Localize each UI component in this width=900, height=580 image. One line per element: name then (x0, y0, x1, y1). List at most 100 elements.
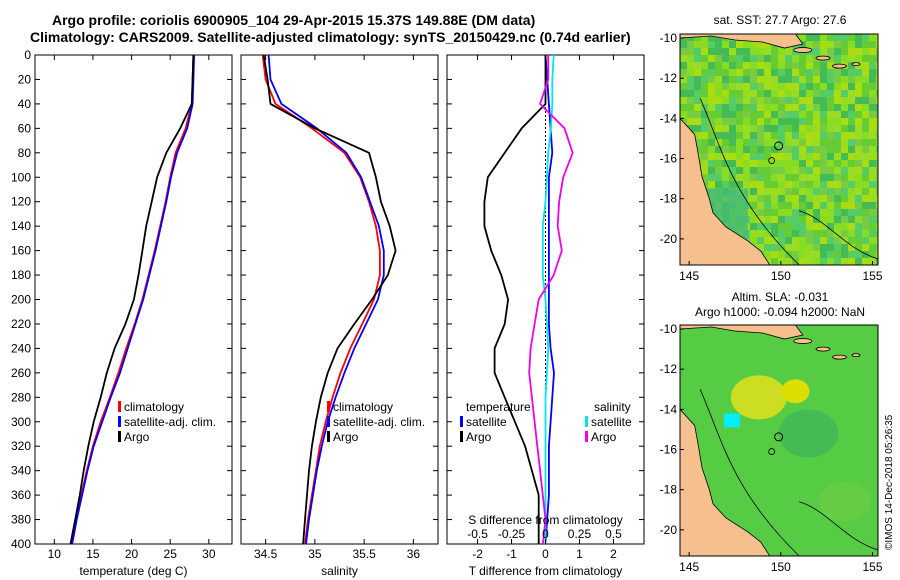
sst-cell (750, 62, 757, 69)
sst-cell (848, 209, 855, 216)
sst-cell (715, 174, 722, 181)
sst-cell (855, 258, 862, 265)
sst-cell (820, 244, 827, 251)
sst-map-content (680, 34, 878, 265)
sst-cell (841, 90, 848, 97)
sst-cell (799, 251, 806, 258)
sst-cell (680, 90, 687, 97)
sst-cell (715, 69, 722, 76)
sst-cell (785, 146, 792, 153)
sst-cell (708, 41, 715, 48)
sst-cell (841, 111, 848, 118)
sst-cell (813, 34, 820, 41)
sst-cell (834, 174, 841, 181)
sst-map-title: sat. SST: 27.7 Argo: 27.6 (714, 13, 847, 27)
salinity-diff-legend-title: salinity (594, 400, 631, 414)
sst-cell (806, 230, 813, 237)
sst-cell (771, 216, 778, 223)
sst-cell (848, 174, 855, 181)
sst-cell (736, 97, 743, 104)
sst-cell (869, 223, 876, 230)
sst-cell (729, 76, 736, 83)
sst-cell (862, 251, 869, 258)
sla-y-tick-label: -18 (660, 483, 678, 497)
sst-cell (876, 125, 878, 132)
sst-cell (806, 132, 813, 139)
sst-cell (855, 83, 862, 90)
sst-cell (778, 181, 785, 188)
sst-cell (715, 104, 722, 111)
sst-cell (876, 132, 878, 139)
sst-cell (757, 230, 764, 237)
sst-cell (729, 111, 736, 118)
salinity-diff-axis-label: S difference from climatology (468, 513, 623, 527)
sst-cell (750, 118, 757, 125)
sst-cell (799, 83, 806, 90)
sst-cell (757, 167, 764, 174)
sst-cell (736, 146, 743, 153)
sst-cell (757, 97, 764, 104)
sst-cell (785, 244, 792, 251)
sst-cell (708, 167, 715, 174)
sst-cell (841, 132, 848, 139)
sst-cell (771, 195, 778, 202)
sst-cell (729, 146, 736, 153)
sst-cell (820, 41, 827, 48)
sst-cell (736, 160, 743, 167)
sst-cell (827, 76, 834, 83)
sst-cell (799, 90, 806, 97)
salinity-x-tick-label: 36 (407, 547, 421, 561)
sst-cell (813, 195, 820, 202)
sst-cell (799, 230, 806, 237)
sst-cell (778, 244, 785, 251)
sst-cell (715, 146, 722, 153)
sst-cell (806, 153, 813, 160)
sst-cell (855, 209, 862, 216)
sst-cell (813, 230, 820, 237)
sst-cell (778, 216, 785, 223)
sst-cell (743, 97, 750, 104)
sst-cell (820, 125, 827, 132)
sst-cell (820, 258, 827, 265)
sst-cell (771, 160, 778, 167)
sst-cell (841, 104, 848, 111)
sst-cell (778, 223, 785, 230)
sst-cell (694, 62, 701, 69)
sst-cell (799, 97, 806, 104)
sst-cell (715, 111, 722, 118)
sst-cell (862, 69, 869, 76)
sla-map-title-line-1: Altim. SLA: -0.031 (732, 290, 829, 304)
sst-cell (736, 55, 743, 62)
sst-cell (876, 104, 878, 111)
sst-cell (750, 41, 757, 48)
sst-cell (792, 125, 799, 132)
sst-cell (855, 181, 862, 188)
temperature-legend-3-label: Argo (124, 430, 150, 444)
sst-cell (687, 69, 694, 76)
sst-cell (827, 69, 834, 76)
sst-cell (813, 41, 820, 48)
sst-cell (708, 125, 715, 132)
sst-cell (862, 90, 869, 97)
sst-y-tick-label: -18 (660, 192, 678, 206)
sst-cell (855, 125, 862, 132)
sst-cell (827, 118, 834, 125)
sst-cell (813, 153, 820, 160)
sst-cell (862, 258, 869, 265)
sst-cell (813, 118, 820, 125)
sst-cell (792, 223, 799, 230)
sst-cell (750, 153, 757, 160)
sst-cell (764, 251, 771, 258)
sst-cell (841, 146, 848, 153)
sst-cell (806, 69, 813, 76)
sst-cell (848, 167, 855, 174)
sst-cell (813, 139, 820, 146)
temperature-x-tick-label: 15 (86, 547, 100, 561)
y-tick-label: 120 (11, 195, 31, 209)
sst-cell (750, 237, 757, 244)
sst-cell (855, 230, 862, 237)
sst-cell (757, 202, 764, 209)
sst-cell (792, 104, 799, 111)
sst-cell (757, 76, 764, 83)
